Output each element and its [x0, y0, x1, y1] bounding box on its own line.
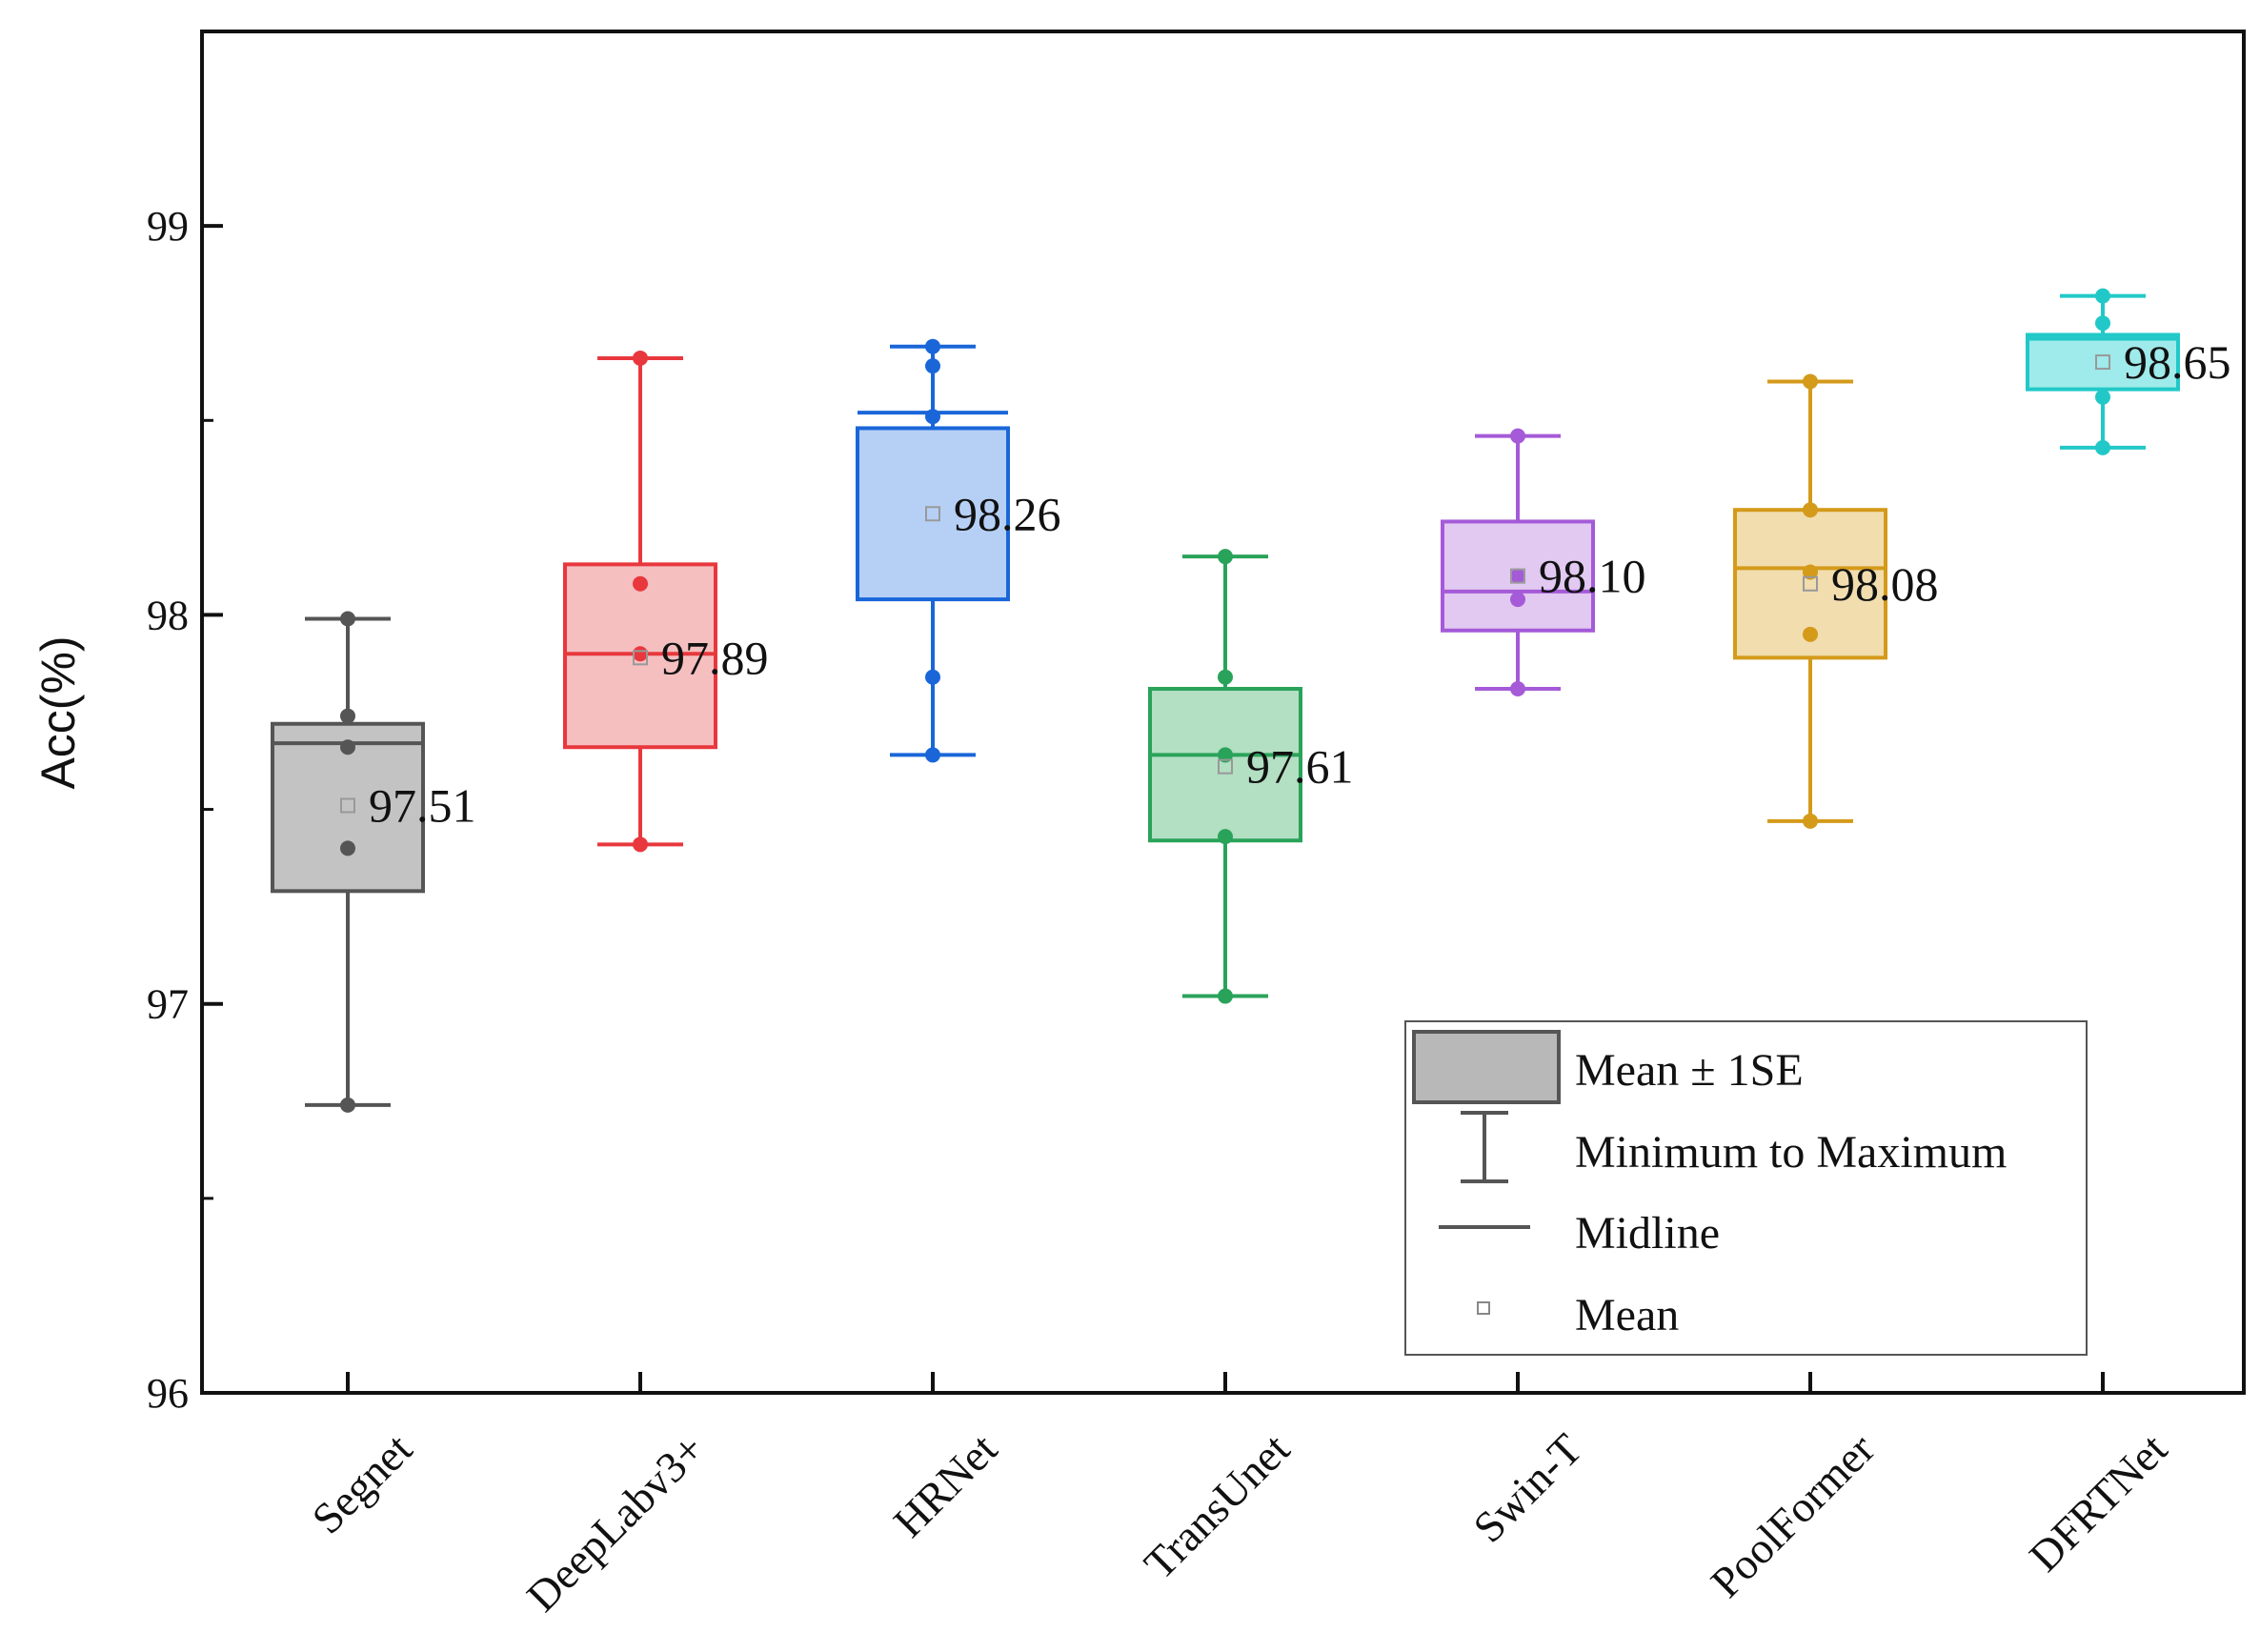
mean-value-label: 98.26: [954, 487, 1061, 540]
y-axis: 96 97 98 99: [147, 203, 223, 1417]
data-point: [2095, 439, 2110, 455]
box-body: [856, 426, 1010, 602]
legend-entry-midline: Midline: [1575, 1208, 1720, 1259]
data-point: [1218, 747, 1233, 763]
legend: Mean ± 1SE Minimum to Maximum Midline Me…: [1404, 1020, 2088, 1356]
data-point: [633, 575, 648, 592]
data-point: [633, 646, 648, 662]
box-group: 97.61: [1148, 549, 1354, 1004]
mean-marker: [1510, 568, 1525, 584]
y-tick-label: 96: [147, 1370, 189, 1417]
y-tick-label: 98: [147, 592, 189, 638]
data-point: [925, 409, 940, 425]
y-tick-label: 97: [147, 981, 189, 1028]
x-category-label: Segnet: [302, 1424, 421, 1543]
data-point: [633, 836, 648, 853]
legend-mean-swatch: [1477, 1301, 1490, 1315]
data-point: [1803, 813, 1818, 829]
x-category-label: DFRTNet: [2020, 1424, 2176, 1581]
box-group: 98.10: [1441, 428, 1646, 697]
boxes-layer: 97.51 97.89 98.26 97.61 98.10 98.08 98.65: [271, 288, 2231, 1113]
legend-box-swatch: [1412, 1030, 1561, 1104]
data-point: [925, 669, 940, 685]
x-category-label: Swin-T: [1463, 1424, 1591, 1552]
box-body: [2026, 332, 2180, 392]
box-body: [1148, 687, 1302, 843]
mean-marker: [1803, 575, 1818, 592]
data-point: [633, 350, 648, 366]
data-point: [340, 611, 355, 627]
box-group: 98.08: [1733, 373, 1939, 829]
mean-value-label: 98.08: [1831, 557, 1939, 611]
data-point: [1803, 373, 1818, 390]
data-point: [1510, 681, 1525, 697]
plot-frame: [200, 30, 2246, 1395]
x-category-label: TransUnet: [1135, 1424, 1299, 1588]
data-point: [925, 747, 940, 763]
data-point: [1510, 428, 1525, 444]
mean-value-label: 97.89: [661, 631, 769, 684]
mean-value-label: 97.61: [1246, 740, 1354, 794]
x-category-label: PoolFormer: [1702, 1424, 1884, 1606]
data-point: [1803, 502, 1818, 518]
box-group: 98.26: [856, 338, 1061, 763]
y-axis-title: Acc(%): [31, 635, 85, 789]
y-tick-label: 99: [147, 203, 189, 250]
data-point: [1218, 669, 1233, 685]
data-point: [2095, 389, 2110, 405]
box-group: 98.65: [2026, 288, 2231, 455]
x-axis: Segnet DeepLabv3+ HRNet TransUnet Swin-T Pool…: [302, 1372, 2176, 1621]
mean-marker: [925, 506, 940, 522]
data-point: [2095, 288, 2110, 304]
data-point: [1803, 626, 1818, 642]
mean-value-label: 98.10: [1539, 550, 1646, 603]
data-point: [2095, 315, 2110, 332]
data-point: [1510, 568, 1525, 584]
legend-entry-mean: Mean: [1575, 1290, 1679, 1340]
mean-marker: [340, 797, 355, 814]
box-group: 97.89: [563, 350, 769, 853]
data-point: [340, 840, 355, 856]
data-point: [925, 338, 940, 354]
legend-entry-range: Minimum to Maximum: [1575, 1127, 2007, 1178]
data-point: [925, 358, 940, 374]
data-point: [340, 708, 355, 724]
data-point: [1510, 592, 1525, 608]
data-point: [1218, 829, 1233, 845]
x-category-label: HRNet: [884, 1424, 1006, 1546]
mean-marker: [633, 650, 648, 666]
data-point: [1803, 564, 1818, 580]
data-point: [340, 1097, 355, 1113]
data-point: [1218, 988, 1233, 1004]
data-point: [1218, 549, 1233, 565]
mean-value-label: 98.65: [2124, 335, 2231, 389]
mean-value-label: 97.51: [369, 778, 476, 832]
mean-marker: [2095, 354, 2110, 371]
legend-entry-box: Mean ± 1SE: [1575, 1045, 1804, 1096]
x-category-label: DeepLabv3+: [517, 1424, 714, 1621]
mean-marker: [1218, 758, 1233, 775]
data-point: [340, 739, 355, 755]
box-group: 97.51: [271, 611, 476, 1113]
